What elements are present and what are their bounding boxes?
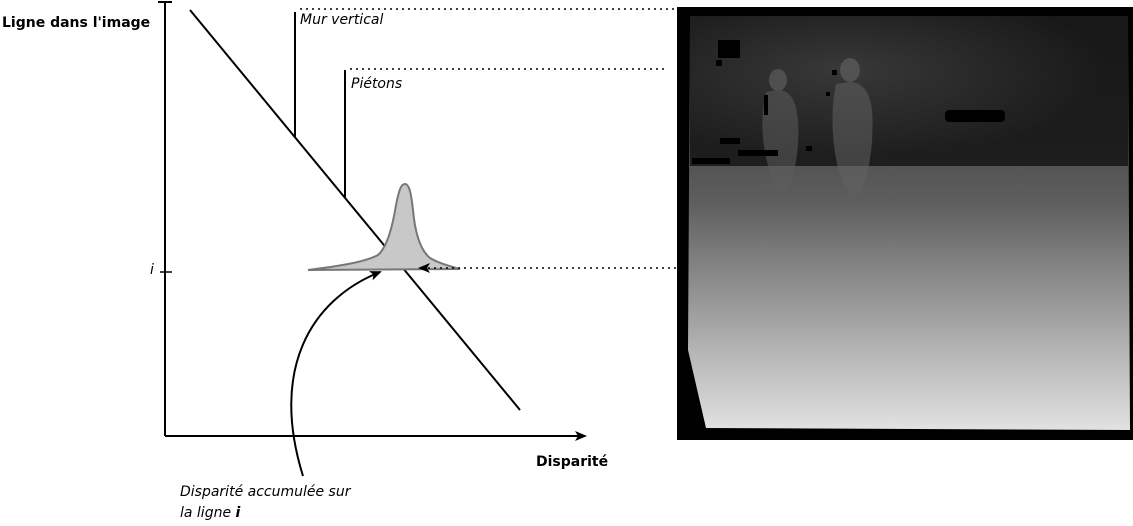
row-i-label: i bbox=[150, 262, 154, 278]
disparity-peak bbox=[307, 182, 461, 271]
annotation-arrow bbox=[290, 271, 382, 477]
wall-label: Mur vertical bbox=[300, 12, 384, 28]
x-axis-label: Disparité bbox=[536, 454, 609, 470]
invalid-disparity-specks bbox=[692, 40, 1005, 164]
y-axis-label: Ligne dans l'image bbox=[2, 15, 151, 31]
pedestrian-silhouettes bbox=[762, 58, 873, 195]
ground-line bbox=[189, 9, 521, 411]
disparity-map-image bbox=[677, 7, 1133, 440]
caption-line-2-prefix: la ligne bbox=[180, 505, 236, 521]
caption-line-1: Disparité accumulée sur bbox=[180, 484, 351, 500]
caption-line-2: la ligne i bbox=[180, 505, 240, 521]
pedestrians-label: Piétons bbox=[351, 76, 403, 92]
caption-line-2-var: i bbox=[235, 505, 241, 521]
